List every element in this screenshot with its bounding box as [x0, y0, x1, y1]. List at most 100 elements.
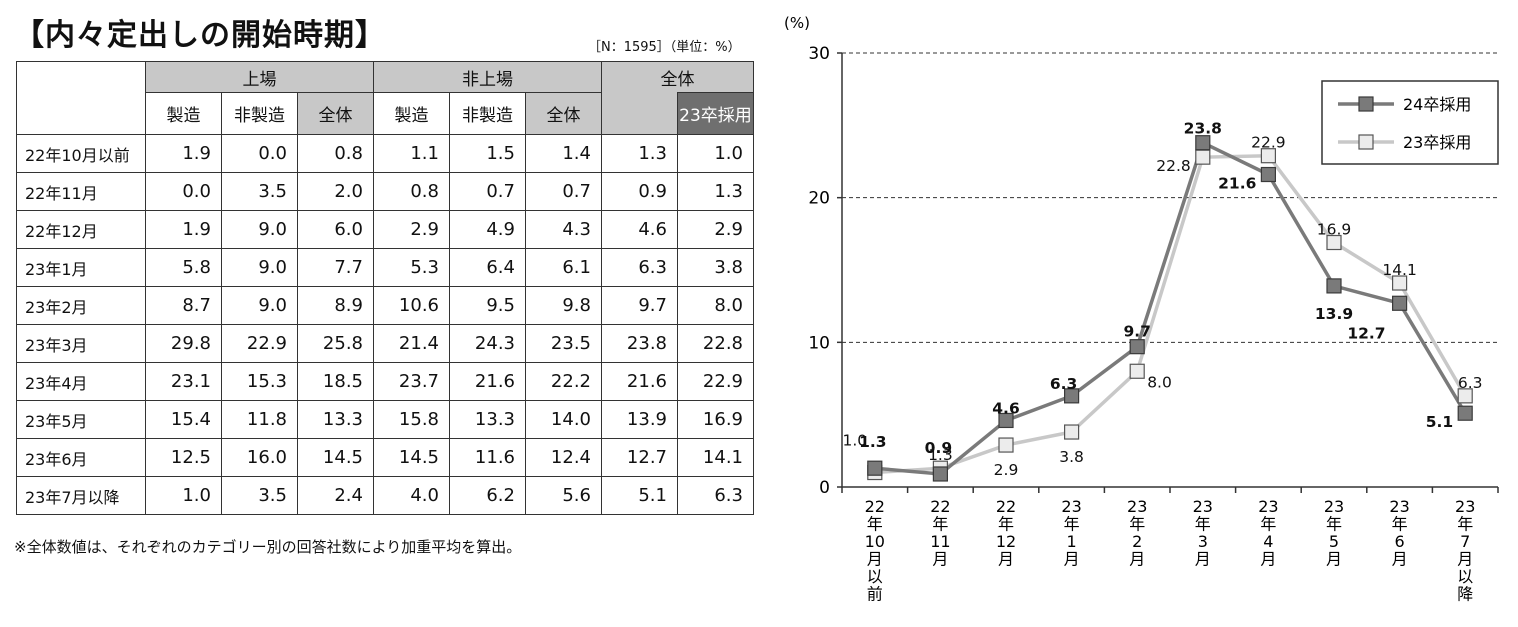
table-cell: 14.5 — [297, 438, 374, 477]
table-cell: 4.3 — [525, 210, 602, 249]
table-cell: 22.2 — [525, 362, 602, 401]
table-body: 22年10月以前 1.9 0.0 0.8 1.1 1.5 1.4 1.3 1.0 22年11月 0.… — [16, 134, 754, 515]
total-header: 全体 — [601, 61, 754, 93]
data-point — [1260, 166, 1276, 183]
data-point — [932, 466, 948, 482]
table-cell: 15.4 — [145, 400, 222, 439]
data-point — [867, 460, 883, 476]
y-tick-label: 20 — [808, 189, 830, 209]
table-cell: 7.7 — [297, 248, 374, 287]
sample-note: ［N：1595］（単位：%） — [588, 40, 741, 55]
data-label: 0.9 — [925, 439, 952, 457]
footnote: ※全体数値は、それぞれのカテゴリー別の回答社数により加重平均を算出。 — [14, 538, 522, 556]
table-cell: 23.8 — [601, 324, 678, 363]
table-cell: 15.3 — [221, 362, 298, 401]
table-cell: 1.9 — [145, 134, 222, 173]
table-cell: 14.0 — [525, 400, 602, 439]
table-cell: 13.9 — [601, 400, 678, 439]
table-cell: 1.3 — [601, 134, 678, 173]
row-label: 23年4月 — [16, 362, 146, 401]
table-cell: 23.7 — [373, 362, 450, 401]
data-point — [1195, 149, 1211, 165]
table-cell: 8.7 — [145, 286, 222, 325]
subheader-prev-year: 23卒採用 — [677, 92, 754, 135]
table-cell: 9.5 — [449, 286, 526, 325]
table-cell: 5.6 — [525, 476, 602, 515]
data-label: 8.0 — [1147, 373, 1172, 391]
data-point — [1326, 234, 1342, 251]
legend: 24卒採用 23卒採用 — [1321, 80, 1499, 165]
data-label: 1.0 — [842, 432, 867, 450]
table-cell: 15.8 — [373, 400, 450, 439]
table-cell: 1.4 — [525, 134, 602, 173]
table-cell: 13.3 — [449, 400, 526, 439]
table-cell: 9.0 — [221, 248, 298, 287]
subheader: 製造 — [373, 92, 450, 135]
table-cell: 0.0 — [221, 134, 298, 173]
grid-lines — [842, 52, 1498, 343]
row-label: 23年3月 — [16, 324, 146, 363]
y-tick-label: 30 — [808, 44, 830, 64]
table-cell: 12.5 — [145, 438, 222, 477]
table-cell: 9.0 — [221, 210, 298, 249]
x-tick-label: 22 年 11 月 — [930, 497, 950, 569]
data-label: 5.1 — [1426, 413, 1453, 431]
data-label: 14.1 — [1382, 261, 1417, 279]
row-label: 23年5月 — [16, 400, 146, 439]
data-label: 13.9 — [1315, 305, 1353, 323]
table-cell: 5.8 — [145, 248, 222, 287]
data-point — [1391, 295, 1408, 311]
series-line — [874, 153, 1467, 475]
subheader-total-blank — [601, 92, 678, 135]
table-cell: 3.5 — [221, 172, 298, 211]
table-cell: 4.9 — [449, 210, 526, 249]
table-cell: 6.3 — [677, 476, 754, 515]
x-tick-label: 23 年 2 月 — [1127, 497, 1147, 569]
table-cell: 1.0 — [677, 134, 754, 173]
table-cell: 1.9 — [145, 210, 222, 249]
data-point — [998, 437, 1014, 453]
y-axis-labels: 0 10 20 30 (%) — [784, 14, 830, 498]
table-cell: 8.9 — [297, 286, 374, 325]
table-cell: 6.1 — [525, 248, 602, 287]
table-cell: 9.0 — [221, 286, 298, 325]
table-cell: 12.7 — [601, 438, 678, 477]
table-cell: 16.9 — [677, 400, 754, 439]
data-label: 6.3 — [1050, 375, 1077, 393]
table-row: 23年2月 8.7 9.0 8.9 10.6 9.5 9.8 9.7 8.0 — [16, 286, 754, 325]
x-tick-label: 23 年 7 月以降 — [1455, 497, 1475, 604]
table-row: 22年10月以前 1.9 0.0 0.8 1.1 1.5 1.4 1.3 1.0 — [16, 134, 754, 173]
table-cell: 0.9 — [601, 172, 678, 211]
table-cell: 22.9 — [677, 362, 754, 401]
table-cell: 1.1 — [373, 134, 450, 173]
data-point — [1457, 405, 1473, 421]
table-row: 23年3月 29.8 22.9 25.8 21.4 24.3 23.5 23.8 22.8 — [16, 324, 754, 363]
axes — [837, 52, 1499, 493]
table-cell: 22.8 — [677, 324, 754, 363]
table-cell: 6.0 — [297, 210, 374, 249]
table-cell: 5.1 — [601, 476, 678, 515]
x-axis-labels: 22 年 10 月以前 22 年 11 月 22 年 12 月 23 年 1 月 23 年 2 月 23 年 3 月 23 年 4 月… — [865, 497, 1476, 604]
x-tick-label: 23 年 3 月 — [1193, 497, 1213, 569]
y-tick-label: 10 — [808, 333, 830, 353]
x-tick-label: 23 年 1 月 — [1061, 497, 1081, 569]
data-label: 2.9 — [994, 461, 1019, 479]
data-label: 21.6 — [1218, 175, 1256, 193]
table-cell: 9.8 — [525, 286, 602, 325]
subheader: 非製造 — [449, 92, 526, 135]
page-title: 【内々定出しの開始時期】 — [14, 18, 386, 53]
data-label: 1.3 — [859, 433, 886, 451]
legend-box — [1321, 80, 1499, 165]
table-row: 23年6月 12.5 16.0 14.5 14.5 11.6 12.4 12.7 14.1 — [16, 438, 754, 477]
legend-label: 24卒採用 — [1403, 95, 1471, 114]
data-label: 22.8 — [1156, 157, 1191, 175]
data-label: 9.7 — [1123, 323, 1150, 341]
table-cell: 11.6 — [449, 438, 526, 477]
table-cell: 23.1 — [145, 362, 222, 401]
table-cell: 1.5 — [449, 134, 526, 173]
table-cell: 2.4 — [297, 476, 374, 515]
table-cell: 13.3 — [297, 400, 374, 439]
data-point — [1457, 388, 1473, 404]
table-cell: 5.3 — [373, 248, 450, 287]
table-cell: 25.8 — [297, 324, 374, 363]
